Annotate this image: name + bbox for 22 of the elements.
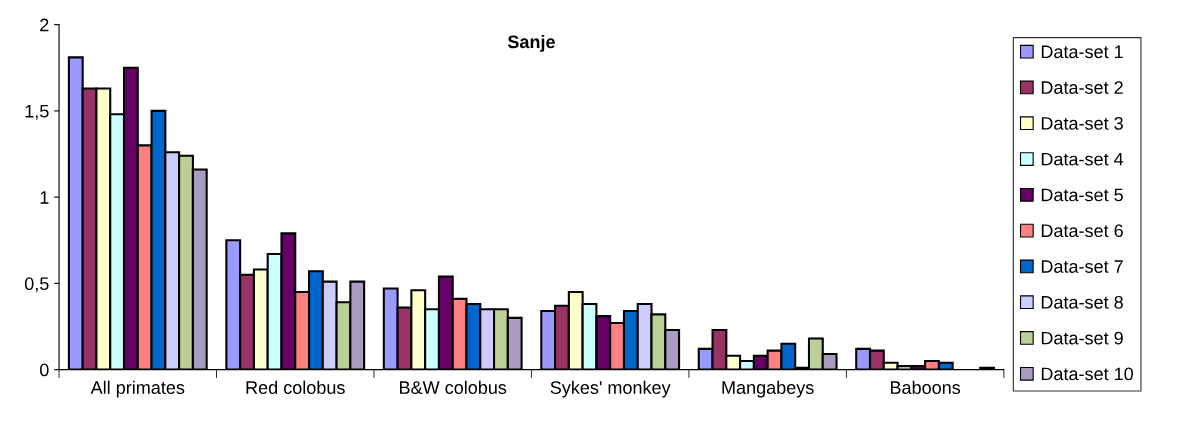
y-tick-label: 0 (39, 363, 49, 377)
legend-label: Data-set 5 (1041, 188, 1123, 202)
legend-label: Data-set 4 (1041, 152, 1124, 166)
legend-label: Data-set 8 (1041, 295, 1123, 309)
y-tick-label: 0,5 (24, 277, 49, 293)
legend-label: Data-set 6 (1041, 224, 1123, 238)
legend-label: Data-set 10 (1041, 367, 1134, 381)
y-tick-label: 1,5 (25, 105, 49, 120)
x-tick-label: All primates (90, 380, 185, 398)
y-tick-label: 1 (40, 191, 49, 204)
x-tick-label: Sykes' monkey (550, 380, 671, 398)
legend-label: Data-set 7 (1041, 260, 1123, 273)
x-tick-label: Mangabeys (722, 380, 814, 398)
y-tick-label: 2 (40, 18, 49, 32)
legend-label: Data-set 2 (1041, 81, 1123, 94)
x-tick-label: Baboons (890, 380, 961, 394)
text: Sanje (507, 34, 555, 52)
x-tick-label: B&W colobus (400, 380, 507, 394)
legend-label: Data-set 9 (1041, 331, 1123, 345)
x-tick-label: Red colobus (246, 380, 345, 394)
legend-label: Data-set 3 (1041, 116, 1123, 130)
legend-label: Data-set 1 (1041, 45, 1123, 59)
